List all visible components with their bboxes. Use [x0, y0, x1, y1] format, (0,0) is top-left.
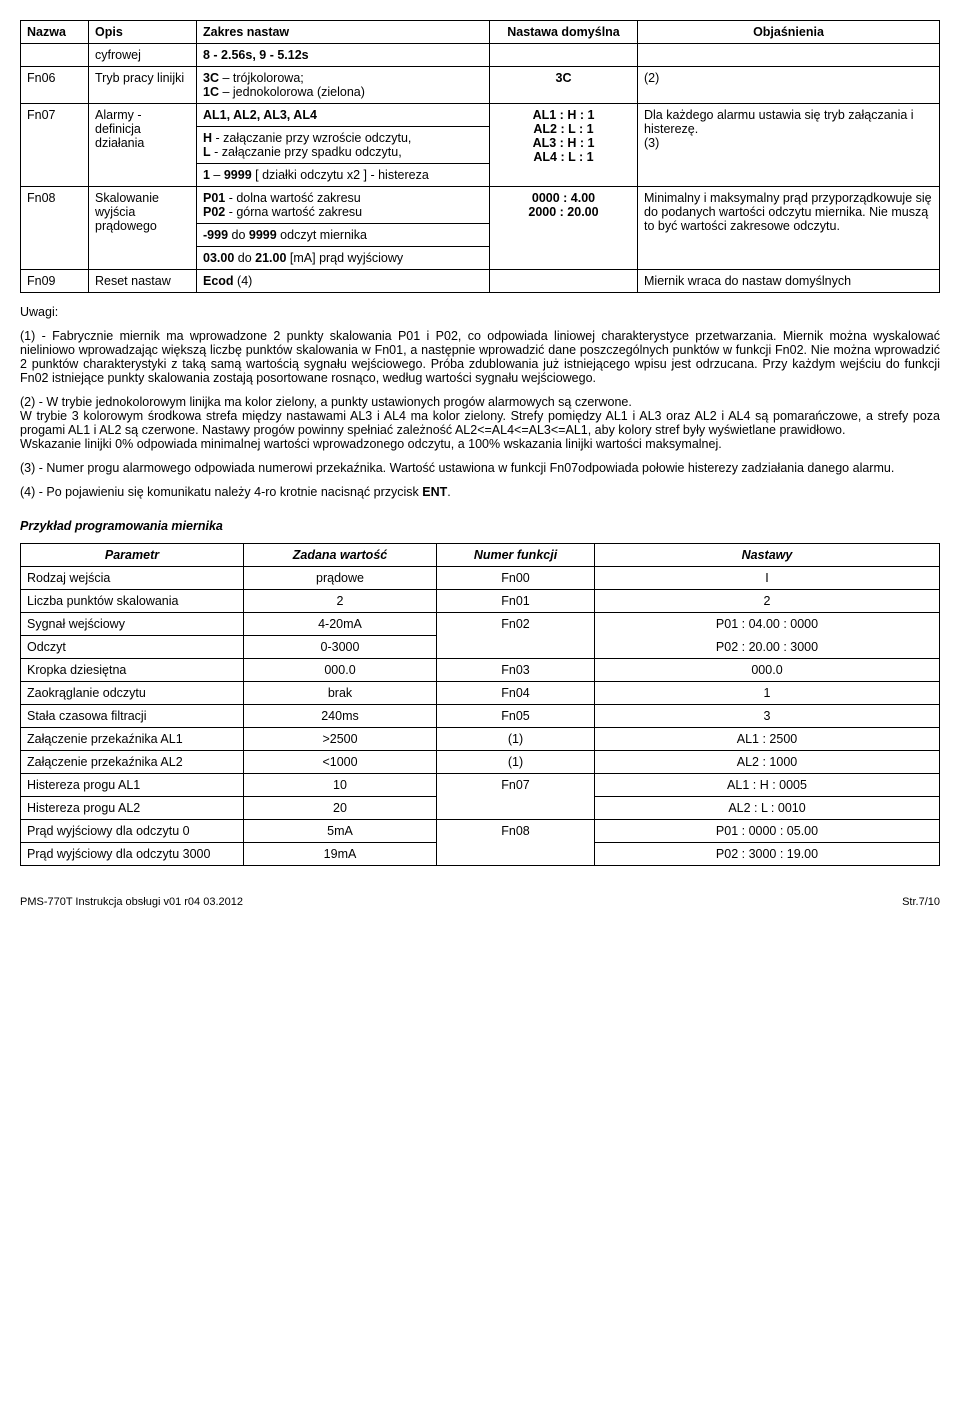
header-nazwa: Nazwa	[21, 21, 89, 44]
cell-nastawa: 0000 : 4.00 2000 : 20.00	[490, 187, 638, 270]
cell-nazwa: Fn08	[21, 187, 89, 270]
cell-opis: Skalowanie wyjścia prądowego	[89, 187, 197, 270]
table-row: Załączenie przekaźnika AL1 >2500 (1) AL1…	[21, 728, 940, 751]
table-row: Fn08 Skalowanie wyjścia prądowego P01 - …	[21, 187, 940, 270]
table-row: Załączenie przekaźnika AL2 <1000 (1) AL2…	[21, 751, 940, 774]
cell-obj: Minimalny i maksymalny prąd przyporządko…	[638, 187, 940, 270]
cell-opis: Tryb pracy linijki	[89, 67, 197, 104]
header-nastawy: Nastawy	[595, 544, 940, 567]
note-4: (4) - Po pojawieniu się komunikatu należ…	[20, 485, 940, 499]
example-table: Parametr Zadana wartość Numer funkcji Na…	[20, 543, 940, 866]
table-row: Fn09 Reset nastaw Ecod (4) Miernik wraca…	[21, 270, 940, 293]
cell-obj: Dla każdego alarmu ustawia się tryb załą…	[638, 104, 940, 187]
table-row: Rodzaj wejścia prądowe Fn00 I	[21, 567, 940, 590]
header-zakres: Zakres nastaw	[197, 21, 490, 44]
header-nastawa: Nastawa domyślna	[490, 21, 638, 44]
header-parametr: Parametr	[21, 544, 244, 567]
settings-table: Nazwa Opis Zakres nastaw Nastawa domyśln…	[20, 20, 940, 293]
example-heading: Przykład programowania miernika	[20, 519, 940, 533]
table-row: cyfrowej 8 - 2.56s, 9 - 5.12s	[21, 44, 940, 67]
table-row: Fn07 Alarmy - definicja działania AL1, A…	[21, 104, 940, 187]
cell-zakres: P01 - dolna wartość zakresu P02 - górna …	[197, 187, 490, 270]
cell-obj: Miernik wraca do nastaw domyślnych	[638, 270, 940, 293]
table-row: Sygnał wejściowy 4-20mA Fn02 P01 : 04.00…	[21, 613, 940, 636]
page-footer: PMS-770T Instrukcja obsługi v01 r04 03.2…	[20, 896, 940, 908]
table-row: Prąd wyjściowy dla odczytu 3000 19mA P02…	[21, 843, 940, 866]
notes-heading: Uwagi:	[20, 305, 940, 319]
cell-opis: Alarmy - definicja działania	[89, 104, 197, 187]
table-row: Zaokrąglanie odczytu brak Fn04 1	[21, 682, 940, 705]
cell-zakres: 8 - 2.56s, 9 - 5.12s	[197, 44, 490, 67]
cell-opis: cyfrowej	[89, 44, 197, 67]
table-row: Stała czasowa filtracji 240ms Fn05 3	[21, 705, 940, 728]
table-row: Fn06 Tryb pracy linijki 3C – trójkolorow…	[21, 67, 940, 104]
table-row: Prąd wyjściowy dla odczytu 0 5mA Fn08 P0…	[21, 820, 940, 843]
table-row: Liczba punktów skalowania 2 Fn01 2	[21, 590, 940, 613]
note-3: (3) - Numer progu alarmowego odpowiada n…	[20, 461, 940, 475]
header-numer: Numer funkcji	[437, 544, 595, 567]
cell-zakres: 3C – trójkolorowa; 1C – jednokolorowa (z…	[197, 67, 490, 104]
footer-left: PMS-770T Instrukcja obsługi v01 r04 03.2…	[20, 896, 243, 908]
footer-right: Str.7/10	[902, 896, 940, 908]
header-obj: Objaśnienia	[638, 21, 940, 44]
table-row: Histereza progu AL1 10 Fn07 AL1 : H : 00…	[21, 774, 940, 797]
table-row: Kropka dziesiętna 000.0 Fn03 000.0	[21, 659, 940, 682]
note-1: (1) - Fabrycznie miernik ma wprowadzone …	[20, 329, 940, 385]
header-zadana: Zadana wartość	[244, 544, 437, 567]
table-row: Histereza progu AL2 20 AL2 : L : 0010	[21, 797, 940, 820]
cell-zakres: Ecod (4)	[197, 270, 490, 293]
cell-nastawa: 3C	[490, 67, 638, 104]
cell-nazwa: Fn09	[21, 270, 89, 293]
note-2: (2) - W trybie jednokolorowym linijka ma…	[20, 395, 940, 451]
cell-zakres: AL1, AL2, AL3, AL4 H - załączanie przy w…	[197, 104, 490, 187]
cell-obj: (2)	[638, 67, 940, 104]
header-opis: Opis	[89, 21, 197, 44]
cell-nastawa: AL1 : H : 1 AL2 : L : 1 AL3 : H : 1 AL4 …	[490, 104, 638, 187]
cell-nazwa: Fn06	[21, 67, 89, 104]
cell-nazwa: Fn07	[21, 104, 89, 187]
cell-opis: Reset nastaw	[89, 270, 197, 293]
